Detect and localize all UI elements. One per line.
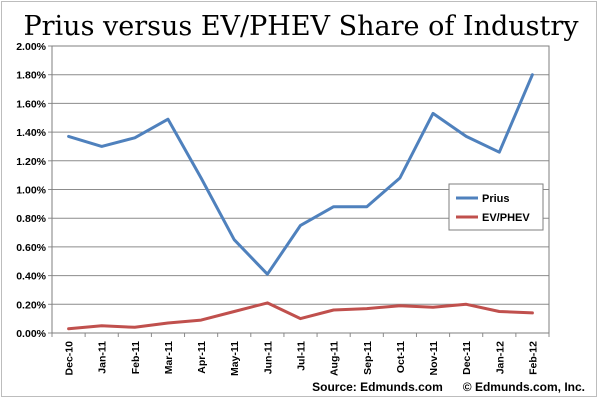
x-tick-label: May-11 <box>229 341 241 376</box>
legend-label-ev-phev: EV/PHEV <box>482 212 530 224</box>
plot-area-border <box>51 45 550 334</box>
x-tick-label: Dec-11 <box>461 341 473 375</box>
x-tick-label: Jul-11 <box>296 341 308 371</box>
chart-title: Prius versus EV/PHEV Share of Industry <box>23 11 579 42</box>
y-tick-label: 1.80% <box>16 70 46 82</box>
y-tick-label: 0.60% <box>16 242 46 254</box>
y-tick-label: 0.00% <box>16 328 46 340</box>
legend: Prius EV/PHEV <box>448 183 544 231</box>
source-note: Source: Edmunds.com © Edmunds.com, Inc. <box>312 380 585 394</box>
y-tick-label: 1.00% <box>16 185 46 197</box>
y-tick-label: 0.80% <box>16 213 46 225</box>
y-tick-label: 1.40% <box>16 127 46 139</box>
x-tick-label: Dec-10 <box>64 341 76 376</box>
x-tick-label: Nov-11 <box>428 341 440 376</box>
series-lines <box>67 73 534 331</box>
x-tick-label: Feb-11 <box>130 341 142 374</box>
x-tick-label: Sep-11 <box>362 341 374 375</box>
series-line-ev-phev <box>67 301 534 331</box>
series-line-prius <box>67 73 534 276</box>
y-tick-label: 1.60% <box>16 98 46 110</box>
y-tick-label: 1.20% <box>16 156 46 168</box>
y-tick-label: 0.20% <box>16 299 46 311</box>
legend-box <box>448 183 544 231</box>
x-tick-label: Jun-11 <box>262 341 274 374</box>
y-axis-ticks: 0.00% 0.20% 0.40% 0.60% 0.80% 1.00% 1.20% 1.40%… <box>16 41 52 340</box>
x-tick-label: Mar-11 <box>163 341 175 374</box>
x-axis-ticks: Dec-10 Jan-11 Feb-11 Mar-11 Apr-11 May-11 Jun-… <box>51 333 550 376</box>
x-tick-label: Jan-12 <box>494 341 506 374</box>
x-tick-label: Aug-11 <box>329 341 341 376</box>
y-tick-label: 2.00% <box>16 41 46 53</box>
legend-label-prius: Prius <box>482 193 510 205</box>
y-tick-label: 0.40% <box>16 271 46 283</box>
x-tick-label: Oct-11 <box>395 341 407 373</box>
x-tick-label: Feb-12 <box>527 341 539 375</box>
x-tick-label: Jan-11 <box>97 341 109 374</box>
x-tick-label: Apr-11 <box>196 341 208 374</box>
